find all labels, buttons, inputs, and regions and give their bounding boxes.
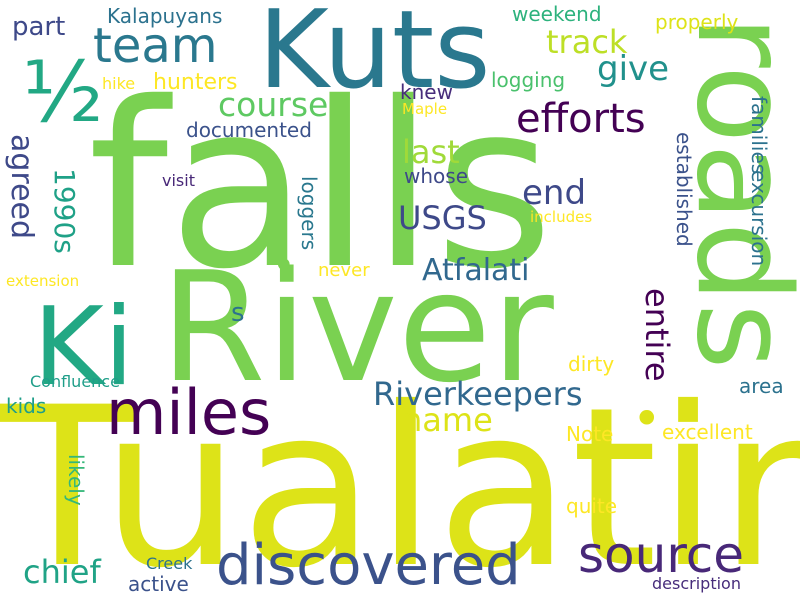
word-falls: falls [88, 53, 554, 319]
word-efforts: efforts [516, 96, 646, 142]
word-riverkeepers: Riverkeepers [373, 375, 583, 413]
word-weekend: weekend [512, 2, 602, 26]
word-s: s [231, 298, 245, 328]
word-description: description [652, 574, 741, 593]
word-whose: whose [404, 164, 468, 188]
word-quite: quite [566, 494, 618, 518]
word-maple: Maple [402, 100, 448, 118]
word-team: team [93, 18, 218, 74]
word-ki: Ki [33, 285, 134, 410]
word-roads: roads [668, 15, 800, 370]
word-creek: Creek [146, 554, 193, 573]
word-likely: likely [64, 454, 88, 506]
word-includes: includes [530, 208, 593, 226]
word-usgs: USGS [398, 199, 487, 237]
word-note: Note [566, 422, 614, 446]
word-half: ½ [22, 43, 104, 141]
word-excellent: excellent [662, 420, 753, 444]
word-miles: miles [106, 376, 272, 449]
word-documented: documented [186, 118, 312, 142]
word-excursion: excursion [747, 170, 771, 267]
word-source: source [578, 526, 745, 584]
word-track: track [546, 23, 628, 61]
word-never: never [318, 260, 370, 281]
word-tualatin: Tualatin [0, 360, 800, 600]
word-visit: visit [162, 171, 195, 190]
word-atfalati: Atfalati [422, 253, 530, 288]
word-last: last [402, 133, 460, 171]
word-entire: entire [638, 288, 676, 382]
word-active: active [128, 572, 189, 596]
word-kalapuyans: Kalapuyans [107, 4, 223, 28]
word-loggers: loggers [297, 176, 321, 251]
word-end: end [522, 173, 587, 213]
word-dot: • [272, 243, 296, 289]
word-confluence: Confluence [30, 372, 120, 391]
word-hunters: hunters [153, 70, 238, 95]
word-agreed: agreed [4, 134, 39, 240]
word-kids: kids [6, 394, 47, 418]
word-area: area [739, 374, 784, 398]
word-discovered: discovered [216, 533, 521, 598]
word-logging: logging [491, 68, 566, 92]
word-extension: extension [6, 272, 80, 290]
word-families: families [747, 96, 771, 175]
word-hike: hike [102, 74, 136, 93]
word-course: course [218, 85, 329, 124]
word-kuts: Kuts [258, 0, 491, 113]
word-dirty: dirty [568, 352, 615, 376]
word-river: River [160, 239, 554, 416]
word-properly: properly [655, 10, 739, 34]
word-knew: knew [400, 80, 453, 104]
word-dot: • [632, 390, 662, 448]
word-part: part [12, 12, 66, 42]
word-give: give [597, 49, 670, 89]
word-established: established [672, 132, 696, 247]
word-chief: chief [23, 553, 101, 591]
word-1990s: 1990s [48, 168, 81, 254]
word-name: name [402, 401, 493, 439]
